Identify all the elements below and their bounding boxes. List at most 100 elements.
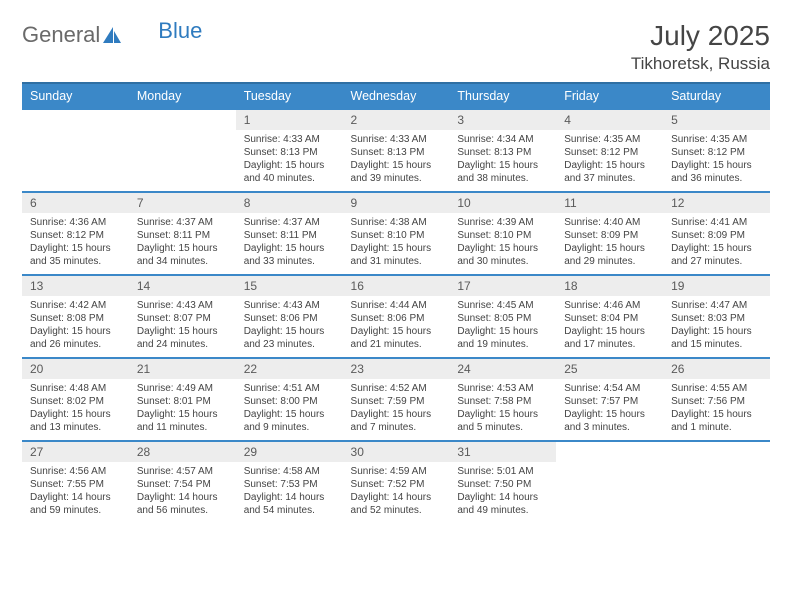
month-title: July 2025 — [631, 20, 770, 52]
weekday-header: Tuesday — [236, 83, 343, 109]
sunset-text: Sunset: 7:57 PM — [564, 395, 655, 408]
sunrise-text: Sunrise: 4:52 AM — [351, 382, 442, 395]
day-number-cell: 18 — [556, 275, 663, 296]
sunset-text: Sunset: 8:11 PM — [137, 229, 228, 242]
sunrise-text: Sunrise: 4:35 AM — [671, 133, 762, 146]
sunset-text: Sunset: 7:50 PM — [457, 478, 548, 491]
day-number-cell — [556, 441, 663, 462]
sunset-text: Sunset: 8:06 PM — [244, 312, 335, 325]
daylight-text: Daylight: 15 hours and 26 minutes. — [30, 325, 121, 351]
sunrise-text: Sunrise: 4:39 AM — [457, 216, 548, 229]
day-info-cell — [22, 130, 129, 192]
day-number-cell: 14 — [129, 275, 236, 296]
day-number-cell: 22 — [236, 358, 343, 379]
daylight-text: Daylight: 15 hours and 13 minutes. — [30, 408, 121, 434]
header: General Blue July 2025 Tikhoretsk, Russi… — [22, 20, 770, 74]
day-info-row: Sunrise: 4:33 AMSunset: 8:13 PMDaylight:… — [22, 130, 770, 192]
sunset-text: Sunset: 8:03 PM — [671, 312, 762, 325]
day-number-cell: 8 — [236, 192, 343, 213]
day-number-cell: 7 — [129, 192, 236, 213]
day-number-cell: 5 — [663, 109, 770, 130]
daylight-text: Daylight: 14 hours and 56 minutes. — [137, 491, 228, 517]
sunset-text: Sunset: 8:04 PM — [564, 312, 655, 325]
day-number-cell: 26 — [663, 358, 770, 379]
day-number-cell: 25 — [556, 358, 663, 379]
sunrise-text: Sunrise: 4:46 AM — [564, 299, 655, 312]
day-info-cell — [556, 462, 663, 523]
sunset-text: Sunset: 7:59 PM — [351, 395, 442, 408]
daylight-text: Daylight: 15 hours and 36 minutes. — [671, 159, 762, 185]
day-info-cell: Sunrise: 4:35 AMSunset: 8:12 PMDaylight:… — [663, 130, 770, 192]
day-number-cell: 30 — [343, 441, 450, 462]
daylight-text: Daylight: 15 hours and 34 minutes. — [137, 242, 228, 268]
day-number-row: 12345 — [22, 109, 770, 130]
sunset-text: Sunset: 7:56 PM — [671, 395, 762, 408]
day-info-cell: Sunrise: 4:33 AMSunset: 8:13 PMDaylight:… — [236, 130, 343, 192]
weekday-header: Friday — [556, 83, 663, 109]
sunset-text: Sunset: 8:13 PM — [351, 146, 442, 159]
day-number-row: 13141516171819 — [22, 275, 770, 296]
day-number-cell: 2 — [343, 109, 450, 130]
sunrise-text: Sunrise: 4:33 AM — [351, 133, 442, 146]
sunset-text: Sunset: 8:08 PM — [30, 312, 121, 325]
day-number-cell: 31 — [449, 441, 556, 462]
daylight-text: Daylight: 15 hours and 33 minutes. — [244, 242, 335, 268]
sunset-text: Sunset: 7:53 PM — [244, 478, 335, 491]
daylight-text: Daylight: 15 hours and 35 minutes. — [30, 242, 121, 268]
day-info-row: Sunrise: 4:56 AMSunset: 7:55 PMDaylight:… — [22, 462, 770, 523]
brand-part2: Blue — [158, 18, 202, 44]
day-number-cell: 11 — [556, 192, 663, 213]
daylight-text: Daylight: 15 hours and 31 minutes. — [351, 242, 442, 268]
day-info-cell: Sunrise: 4:33 AMSunset: 8:13 PMDaylight:… — [343, 130, 450, 192]
sunset-text: Sunset: 8:11 PM — [244, 229, 335, 242]
daylight-text: Daylight: 14 hours and 59 minutes. — [30, 491, 121, 517]
day-number-cell: 23 — [343, 358, 450, 379]
brand-part1: General — [22, 22, 100, 48]
daylight-text: Daylight: 14 hours and 49 minutes. — [457, 491, 548, 517]
sunrise-text: Sunrise: 4:37 AM — [137, 216, 228, 229]
day-info-cell: Sunrise: 4:48 AMSunset: 8:02 PMDaylight:… — [22, 379, 129, 441]
day-number-row: 6789101112 — [22, 192, 770, 213]
sunset-text: Sunset: 7:58 PM — [457, 395, 548, 408]
sunrise-text: Sunrise: 4:43 AM — [137, 299, 228, 312]
daylight-text: Daylight: 15 hours and 21 minutes. — [351, 325, 442, 351]
day-info-cell: Sunrise: 4:44 AMSunset: 8:06 PMDaylight:… — [343, 296, 450, 358]
sunset-text: Sunset: 8:12 PM — [671, 146, 762, 159]
sunset-text: Sunset: 7:52 PM — [351, 478, 442, 491]
brand-logo: General Blue — [22, 20, 202, 48]
sunset-text: Sunset: 8:01 PM — [137, 395, 228, 408]
weekday-header-row: Sunday Monday Tuesday Wednesday Thursday… — [22, 83, 770, 109]
day-info-cell: Sunrise: 4:58 AMSunset: 7:53 PMDaylight:… — [236, 462, 343, 523]
calendar-table: Sunday Monday Tuesday Wednesday Thursday… — [22, 82, 770, 523]
day-info-cell: Sunrise: 4:49 AMSunset: 8:01 PMDaylight:… — [129, 379, 236, 441]
sunrise-text: Sunrise: 4:42 AM — [30, 299, 121, 312]
daylight-text: Daylight: 15 hours and 15 minutes. — [671, 325, 762, 351]
daylight-text: Daylight: 14 hours and 54 minutes. — [244, 491, 335, 517]
sunrise-text: Sunrise: 5:01 AM — [457, 465, 548, 478]
daylight-text: Daylight: 15 hours and 39 minutes. — [351, 159, 442, 185]
weekday-header: Wednesday — [343, 83, 450, 109]
day-info-cell: Sunrise: 5:01 AMSunset: 7:50 PMDaylight:… — [449, 462, 556, 523]
daylight-text: Daylight: 15 hours and 40 minutes. — [244, 159, 335, 185]
sunrise-text: Sunrise: 4:47 AM — [671, 299, 762, 312]
sunset-text: Sunset: 8:12 PM — [30, 229, 121, 242]
day-number-cell — [22, 109, 129, 130]
daylight-text: Daylight: 15 hours and 23 minutes. — [244, 325, 335, 351]
sunrise-text: Sunrise: 4:35 AM — [564, 133, 655, 146]
day-info-cell: Sunrise: 4:56 AMSunset: 7:55 PMDaylight:… — [22, 462, 129, 523]
daylight-text: Daylight: 15 hours and 24 minutes. — [137, 325, 228, 351]
sunrise-text: Sunrise: 4:41 AM — [671, 216, 762, 229]
day-info-cell: Sunrise: 4:45 AMSunset: 8:05 PMDaylight:… — [449, 296, 556, 358]
day-info-cell: Sunrise: 4:51 AMSunset: 8:00 PMDaylight:… — [236, 379, 343, 441]
day-info-cell: Sunrise: 4:37 AMSunset: 8:11 PMDaylight:… — [236, 213, 343, 275]
day-number-cell: 16 — [343, 275, 450, 296]
day-number-cell: 6 — [22, 192, 129, 213]
day-number-row: 2728293031 — [22, 441, 770, 462]
day-number-cell: 10 — [449, 192, 556, 213]
sunrise-text: Sunrise: 4:59 AM — [351, 465, 442, 478]
day-info-cell: Sunrise: 4:34 AMSunset: 8:13 PMDaylight:… — [449, 130, 556, 192]
day-number-cell: 27 — [22, 441, 129, 462]
sunrise-text: Sunrise: 4:48 AM — [30, 382, 121, 395]
weekday-header: Saturday — [663, 83, 770, 109]
day-number-row: 20212223242526 — [22, 358, 770, 379]
